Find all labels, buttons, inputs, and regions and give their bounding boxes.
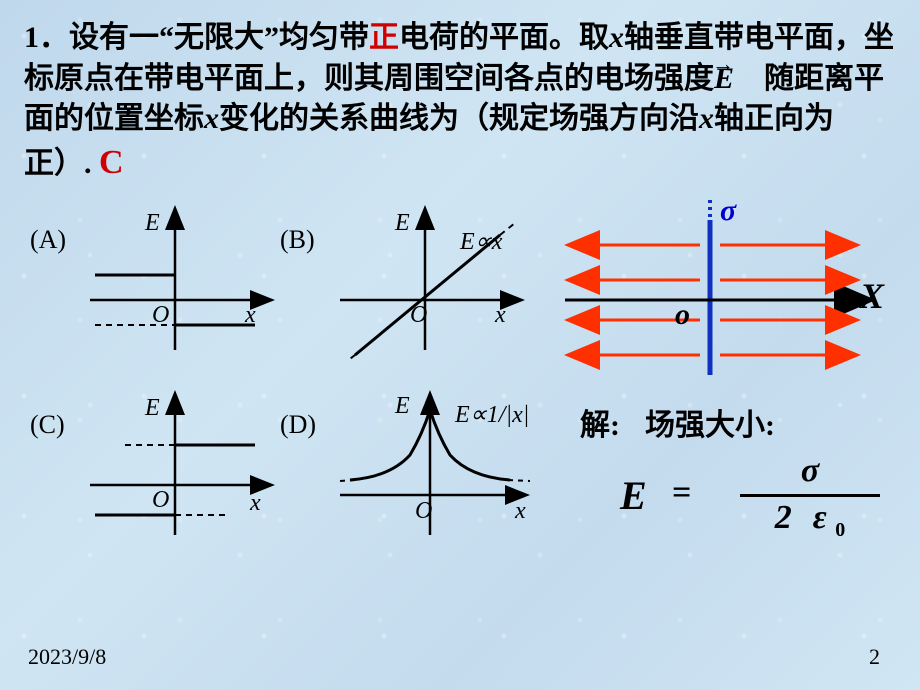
graph-D-E: E [395,393,410,420]
footer-page: 2 [869,644,880,670]
q-part3b: 度 [684,62,714,95]
formula-zero: 0 [835,519,845,541]
graph-A-E: E [145,210,160,237]
graph-B-svg [330,200,550,360]
formula-den: 2 ε 0 [740,494,880,542]
graph-A-svg [80,200,280,360]
graph-B-O: O [410,302,427,329]
question-text: 1．设有一“无限大”均匀带正电荷的平面。取x轴垂直带电平面，坐标原点在带电平面上… [24,18,894,185]
label-A: (A) [30,225,66,255]
graph-A-x: x [245,302,256,329]
q-x2: x [204,102,219,135]
graph-C-svg [80,385,280,545]
q-part1: 1．设有一“无限大”均匀带 [24,21,369,54]
graph-A-O: O [152,302,169,329]
label-B: (B) [280,225,315,255]
q-x3: x [699,102,714,135]
q-part2: 电荷的平面。取 [399,21,609,54]
graph-C-x: x [250,490,261,517]
formula: E = σ 2 ε 0 [620,450,900,550]
q-vec-E: →E [714,59,734,100]
solution-label: 解: [580,409,620,442]
graph-D: (D) E O x E∝1/|x| [280,390,540,560]
field-diagram: σ o X [560,200,880,390]
graph-B-E: E [395,210,410,237]
field-diagram-svg [560,200,880,390]
graph-C-E: E [145,395,160,422]
footer-date: 2023/9/8 [28,644,106,670]
formula-fraction: σ 2 ε 0 [740,452,880,542]
q-part5: 变化的关系曲线为（规定场强方向沿 [219,102,699,135]
label-D: (D) [280,410,316,440]
graph-B-note: E∝x [460,227,502,256]
graph-B-x: x [495,302,506,329]
graph-D-O: O [415,498,432,525]
graph-A: (A) E O x [30,205,270,375]
graph-C-O: O [152,487,169,514]
q-red1: 正 [369,21,399,54]
graph-D-note: E∝1/|x| [455,400,529,429]
solution-text: 场强大小: [645,409,775,442]
graph-C: (C) E O x [30,390,270,560]
vec-arrow: → [712,49,734,79]
label-C: (C) [30,410,65,440]
graph-B: (B) E O x E∝x [280,205,540,375]
sigma-label: σ [720,194,736,228]
origin-label: o [675,298,690,332]
formula-sigma: σ [740,452,880,490]
answer-letter: C [99,140,124,186]
formula-eq: = [672,474,691,512]
formula-E: E [620,472,647,519]
formula-2: 2 [775,499,792,536]
X-axis-label: X [860,275,884,317]
solution-line: 解: 场强大小: [580,400,775,444]
answer-graphs: (A) E O x (B) [30,205,540,575]
q-x1: x [609,21,624,54]
graph-D-x: x [515,498,526,525]
formula-eps: ε [813,499,827,536]
